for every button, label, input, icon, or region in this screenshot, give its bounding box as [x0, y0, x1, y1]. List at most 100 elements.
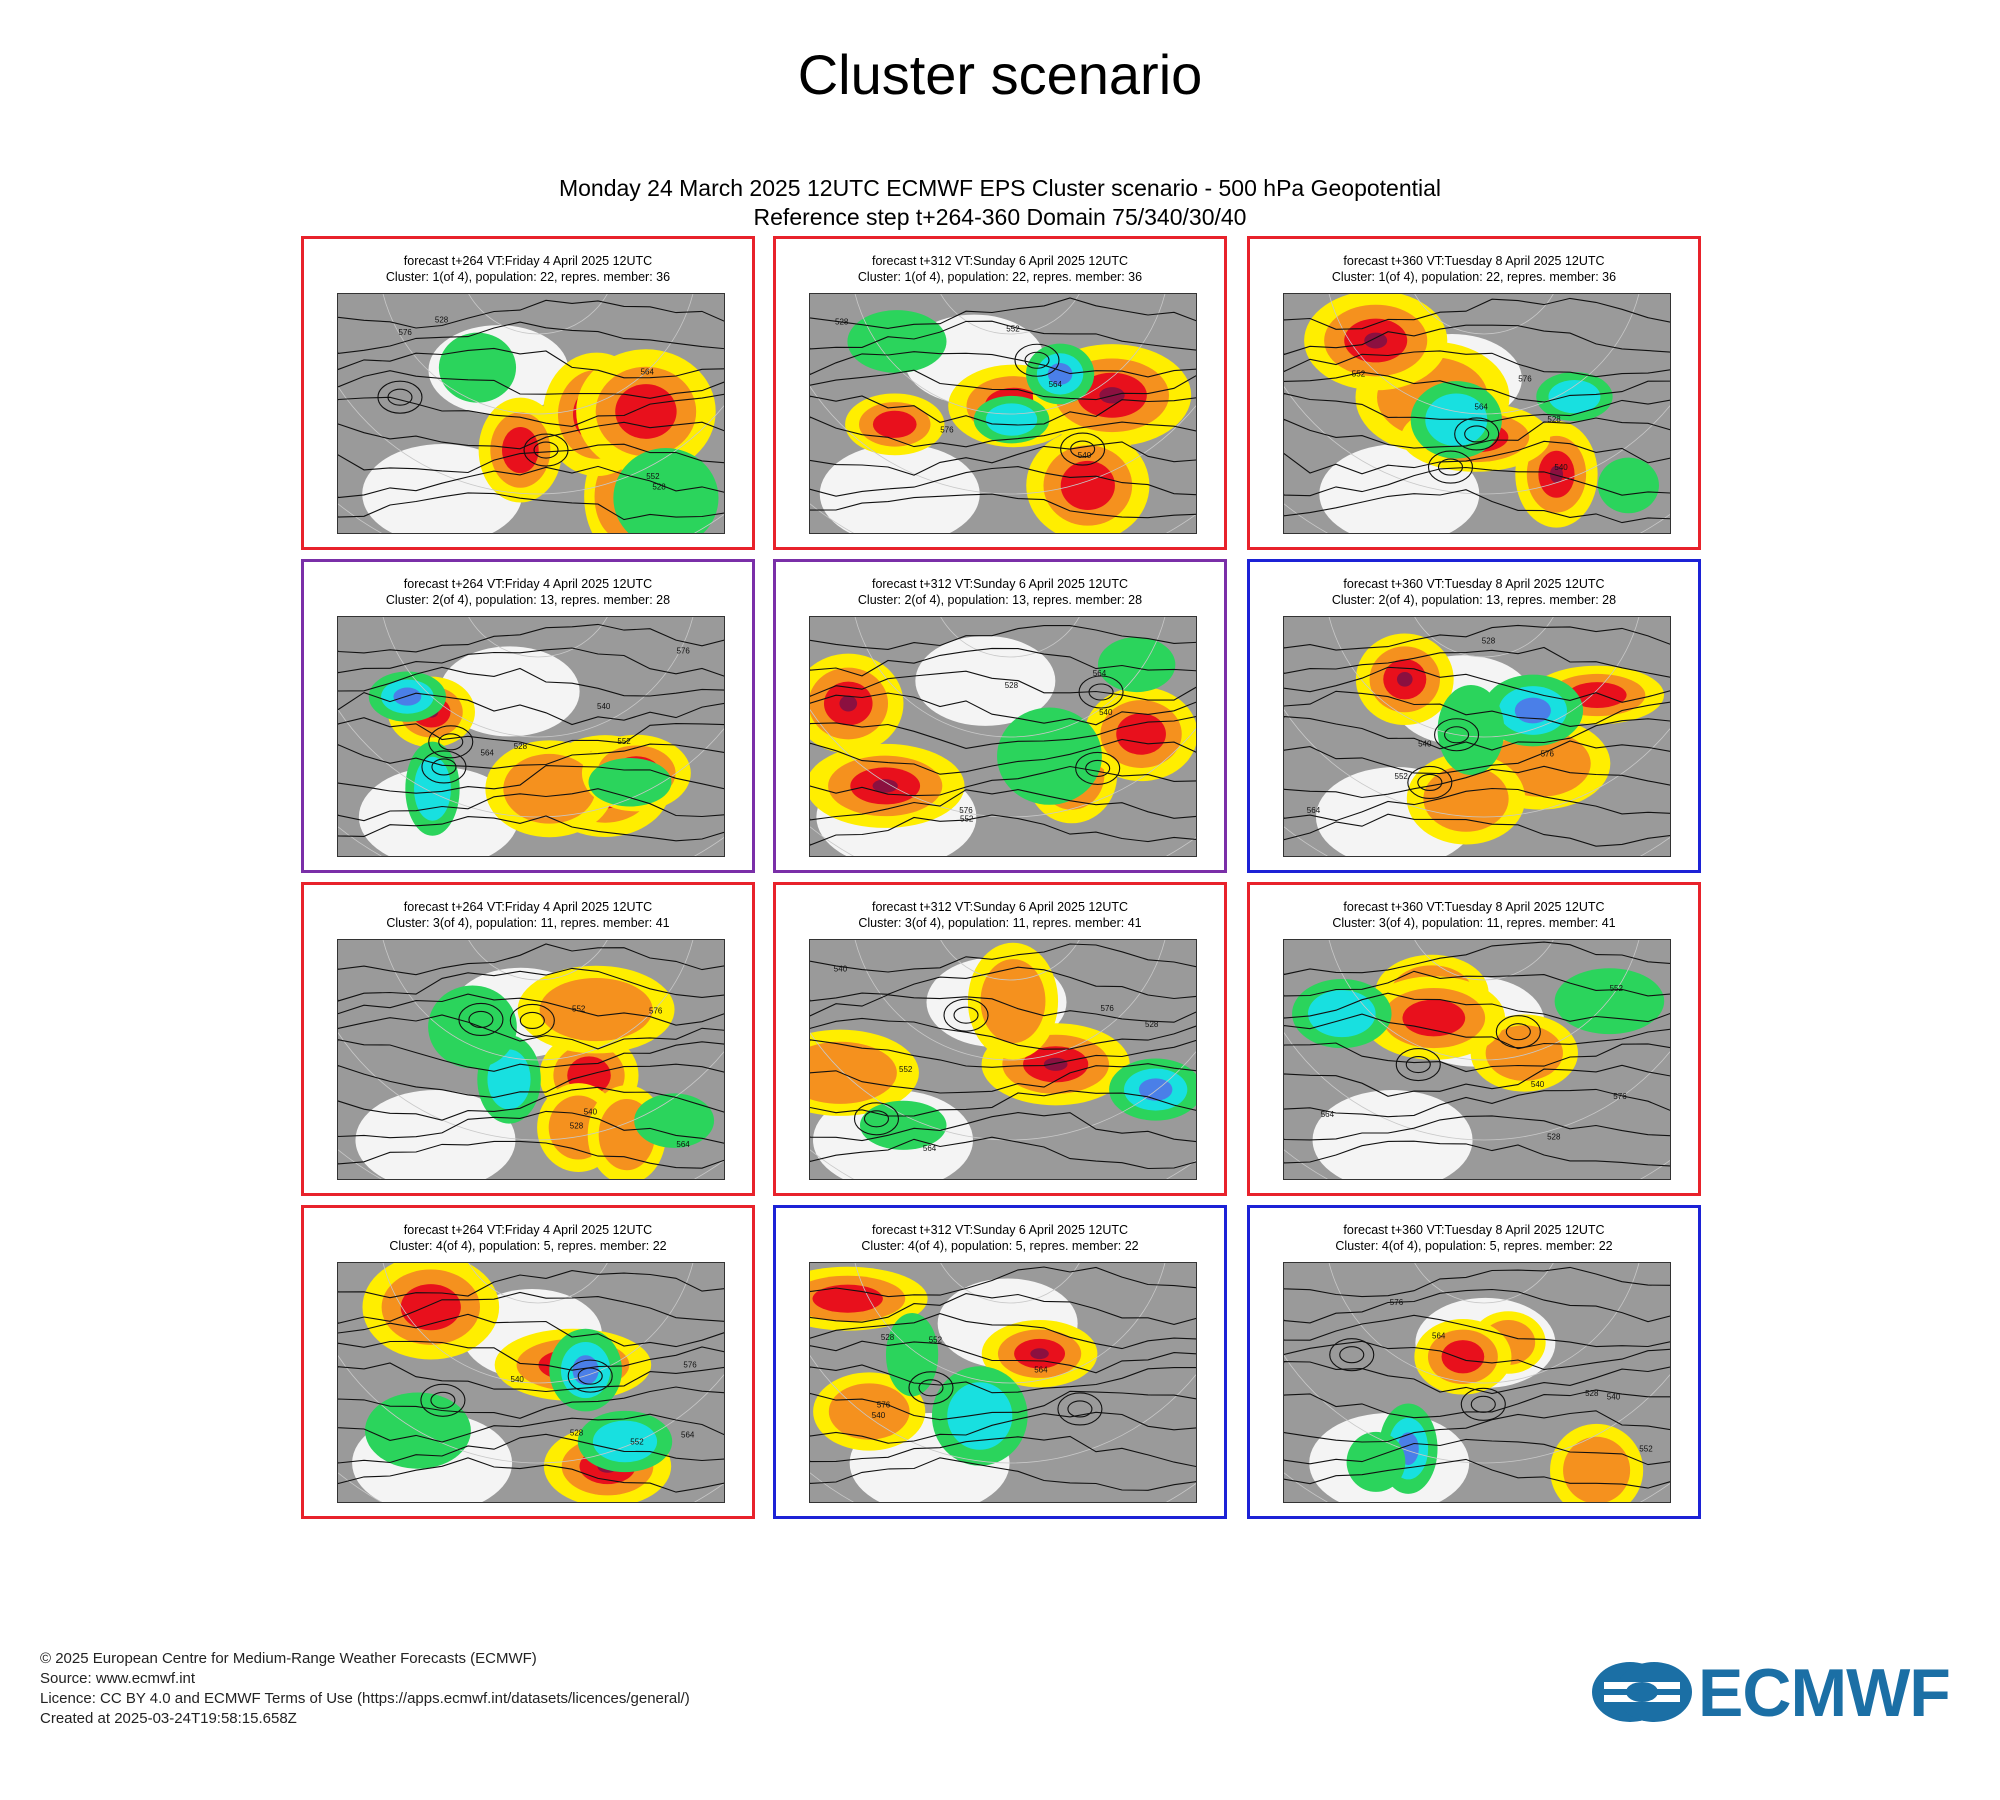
- panel-cluster-line: Cluster: 2(of 4), population: 13, repres…: [385, 593, 671, 607]
- geopotential-contour: [1284, 1140, 1670, 1167]
- closed-contour: [420, 1383, 466, 1417]
- graticule-line: [382, 617, 694, 738]
- contour-label: 564: [923, 1144, 937, 1153]
- geopotential-contour: [1284, 1361, 1670, 1395]
- warm-anomaly: [1567, 682, 1627, 708]
- contour-label: 564: [1475, 403, 1489, 412]
- closed-contour: [1078, 675, 1124, 709]
- contour-label: 576: [1101, 1004, 1115, 1013]
- contour-label: 540: [834, 964, 848, 973]
- geopotential-contour: [1284, 371, 1670, 403]
- warm-anomaly: [1423, 765, 1509, 832]
- contour-label: 564: [1321, 1110, 1335, 1119]
- contour-label: 576: [1518, 375, 1532, 384]
- geopotential-contour: [1284, 297, 1670, 330]
- geopotential-contour: [1284, 716, 1670, 751]
- warm-anomaly: [1549, 465, 1564, 483]
- closed-contour: [567, 1359, 613, 1393]
- closed-contour: [1417, 773, 1443, 792]
- geopotential-map: 576 552 528 528 564: [337, 293, 725, 534]
- warm-anomaly: [501, 426, 539, 474]
- contour-label: 576: [649, 1006, 663, 1015]
- graticule-line: [338, 385, 724, 495]
- graticule-line: [1414, 1263, 1554, 1304]
- panel-forecast-line: forecast t+312 VT:Sunday 6 April 2025 12…: [871, 577, 1129, 591]
- contour-label: 552: [1610, 984, 1624, 993]
- geopotential-contour: [338, 1063, 724, 1098]
- closed-contour: [1024, 351, 1050, 369]
- cold-anomaly: [859, 1100, 947, 1150]
- panel-cluster-line: Cluster: 1(of 4), population: 22, repres…: [857, 270, 1143, 284]
- geopotential-contour: [338, 492, 724, 521]
- geopotential-contour: [1284, 992, 1670, 1023]
- geopotential-contour: [338, 993, 724, 1026]
- land-area: [355, 1090, 516, 1179]
- graticule-line: [1284, 708, 1670, 818]
- panel-forecast-line: forecast t+360 VT:Tuesday 8 April 2025 1…: [1343, 1223, 1605, 1237]
- geopotential-contour: [810, 1364, 1196, 1394]
- closed-contour: [1464, 425, 1490, 443]
- geopotential-contour: [1284, 1389, 1670, 1419]
- contour-label: 552: [929, 1335, 943, 1344]
- graticule-line: [854, 1263, 1166, 1384]
- geopotential-contour: [810, 1435, 1196, 1468]
- panel-title: forecast t+264 VT:Friday 4 April 2025 12…: [304, 899, 752, 931]
- contour-label: 564: [641, 368, 655, 377]
- geopotential-contour: [810, 1340, 1196, 1374]
- graticule-line: [1328, 1263, 1640, 1384]
- ecmwf-logo-mark-icon: [1592, 1662, 1692, 1722]
- contour-label: 540: [1607, 1393, 1621, 1402]
- panel-forecast-line: forecast t+312 VT:Sunday 6 April 2025 12…: [871, 1223, 1129, 1237]
- geopotential-contour: [1284, 392, 1670, 423]
- closed-contour: [1434, 718, 1480, 752]
- geopotential-contour: [338, 321, 724, 354]
- closed-contour: [387, 388, 413, 406]
- contour-label: 564: [1093, 669, 1107, 678]
- panel-forecast-line: forecast t+360 VT:Tuesday 8 April 2025 1…: [1343, 577, 1605, 591]
- cold-anomaly: [592, 1420, 658, 1463]
- contour-label: 540: [872, 1411, 886, 1420]
- contour-label: 552: [1395, 772, 1409, 781]
- graticule-line: [854, 294, 1166, 415]
- geopotential-contour: [338, 1413, 724, 1443]
- geopotential-contour: [1284, 1288, 1670, 1324]
- geopotential-contour: [1284, 787, 1670, 822]
- warm-anomaly: [812, 1284, 883, 1313]
- contour-label: 564: [681, 1431, 695, 1440]
- panel-cluster-line: Cluster: 2(of 4), population: 13, repres…: [1331, 593, 1617, 607]
- geopotential-contour: [810, 320, 1196, 351]
- panel-forecast-line: forecast t+264 VT:Friday 4 April 2025 12…: [403, 254, 653, 268]
- closed-contour: [1060, 432, 1106, 466]
- warm-anomaly: [539, 977, 653, 1042]
- geopotential-contour: [1284, 440, 1670, 475]
- warm-anomaly: [810, 1041, 897, 1104]
- cold-anomaly: [1425, 393, 1488, 447]
- page-title: Cluster scenario: [797, 43, 1203, 106]
- closed-contour: [1057, 1392, 1103, 1426]
- contour-label: 552: [617, 737, 631, 746]
- geopotential-contour: [810, 1136, 1196, 1170]
- graticule-line: [940, 294, 1080, 335]
- contour-label: 540: [584, 1107, 598, 1116]
- geopotential-contour: [810, 466, 1196, 497]
- cold-anomaly: [1097, 637, 1176, 693]
- panel-cluster-line: Cluster: 1(of 4), population: 22, repres…: [1331, 270, 1617, 284]
- geopotential-contour: [1284, 624, 1670, 651]
- geopotential-map: 576 552 528 540 564: [337, 939, 725, 1180]
- panel-cluster-line: Cluster: 3(of 4), population: 11, repres…: [386, 916, 670, 930]
- geopotential-contour: [810, 1313, 1196, 1350]
- cluster-panel: forecast t+264 VT:Friday 4 April 2025 12…: [301, 559, 755, 873]
- cold-anomaly: [428, 985, 517, 1069]
- geopotential-contour: [1284, 1013, 1670, 1050]
- geopotential-contour: [810, 625, 1196, 650]
- panel-cluster-line: Cluster: 3(of 4), population: 11, repres…: [1332, 916, 1616, 930]
- contour-label: 528: [1005, 681, 1019, 690]
- geopotential-contour: [810, 814, 1196, 846]
- geopotential-contour: [338, 765, 724, 794]
- geopotential-contour: [810, 1293, 1196, 1325]
- geopotential-map: 576 552 540 528 564: [1283, 293, 1671, 534]
- closed-contour: [1437, 458, 1464, 476]
- cold-anomaly: [847, 310, 947, 373]
- contour-label: 528: [881, 1333, 895, 1342]
- graticule-line: [1414, 940, 1554, 981]
